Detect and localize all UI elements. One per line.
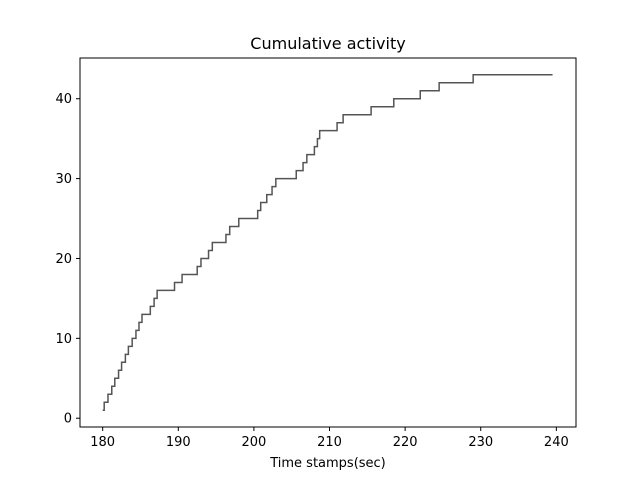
y-tick-label: 40 <box>55 92 72 107</box>
y-tick-label: 10 <box>55 332 72 347</box>
x-tick-label: 200 <box>241 435 266 450</box>
y-tick-label: 30 <box>55 172 72 187</box>
y-tick-label: 0 <box>64 412 72 427</box>
x-axis-ticks: 180 190 200 210 220 230 240 <box>90 427 569 450</box>
axes-frame <box>79 57 577 428</box>
x-tick-label: 230 <box>468 435 493 450</box>
y-axis-ticks: 0 10 20 30 40 <box>55 92 80 427</box>
x-tick-label: 210 <box>317 435 342 450</box>
x-tick-label: 240 <box>544 435 569 450</box>
x-axis-label: Time stamps(sec) <box>269 456 386 471</box>
plot-area <box>102 74 553 411</box>
x-tick-label: 180 <box>90 435 115 450</box>
x-tick-label: 220 <box>393 435 418 450</box>
y-tick-label: 20 <box>55 252 72 267</box>
chart-title: Cumulative activity <box>250 34 405 53</box>
x-tick-label: 190 <box>166 435 191 450</box>
series-line-cumulative <box>102 74 553 411</box>
